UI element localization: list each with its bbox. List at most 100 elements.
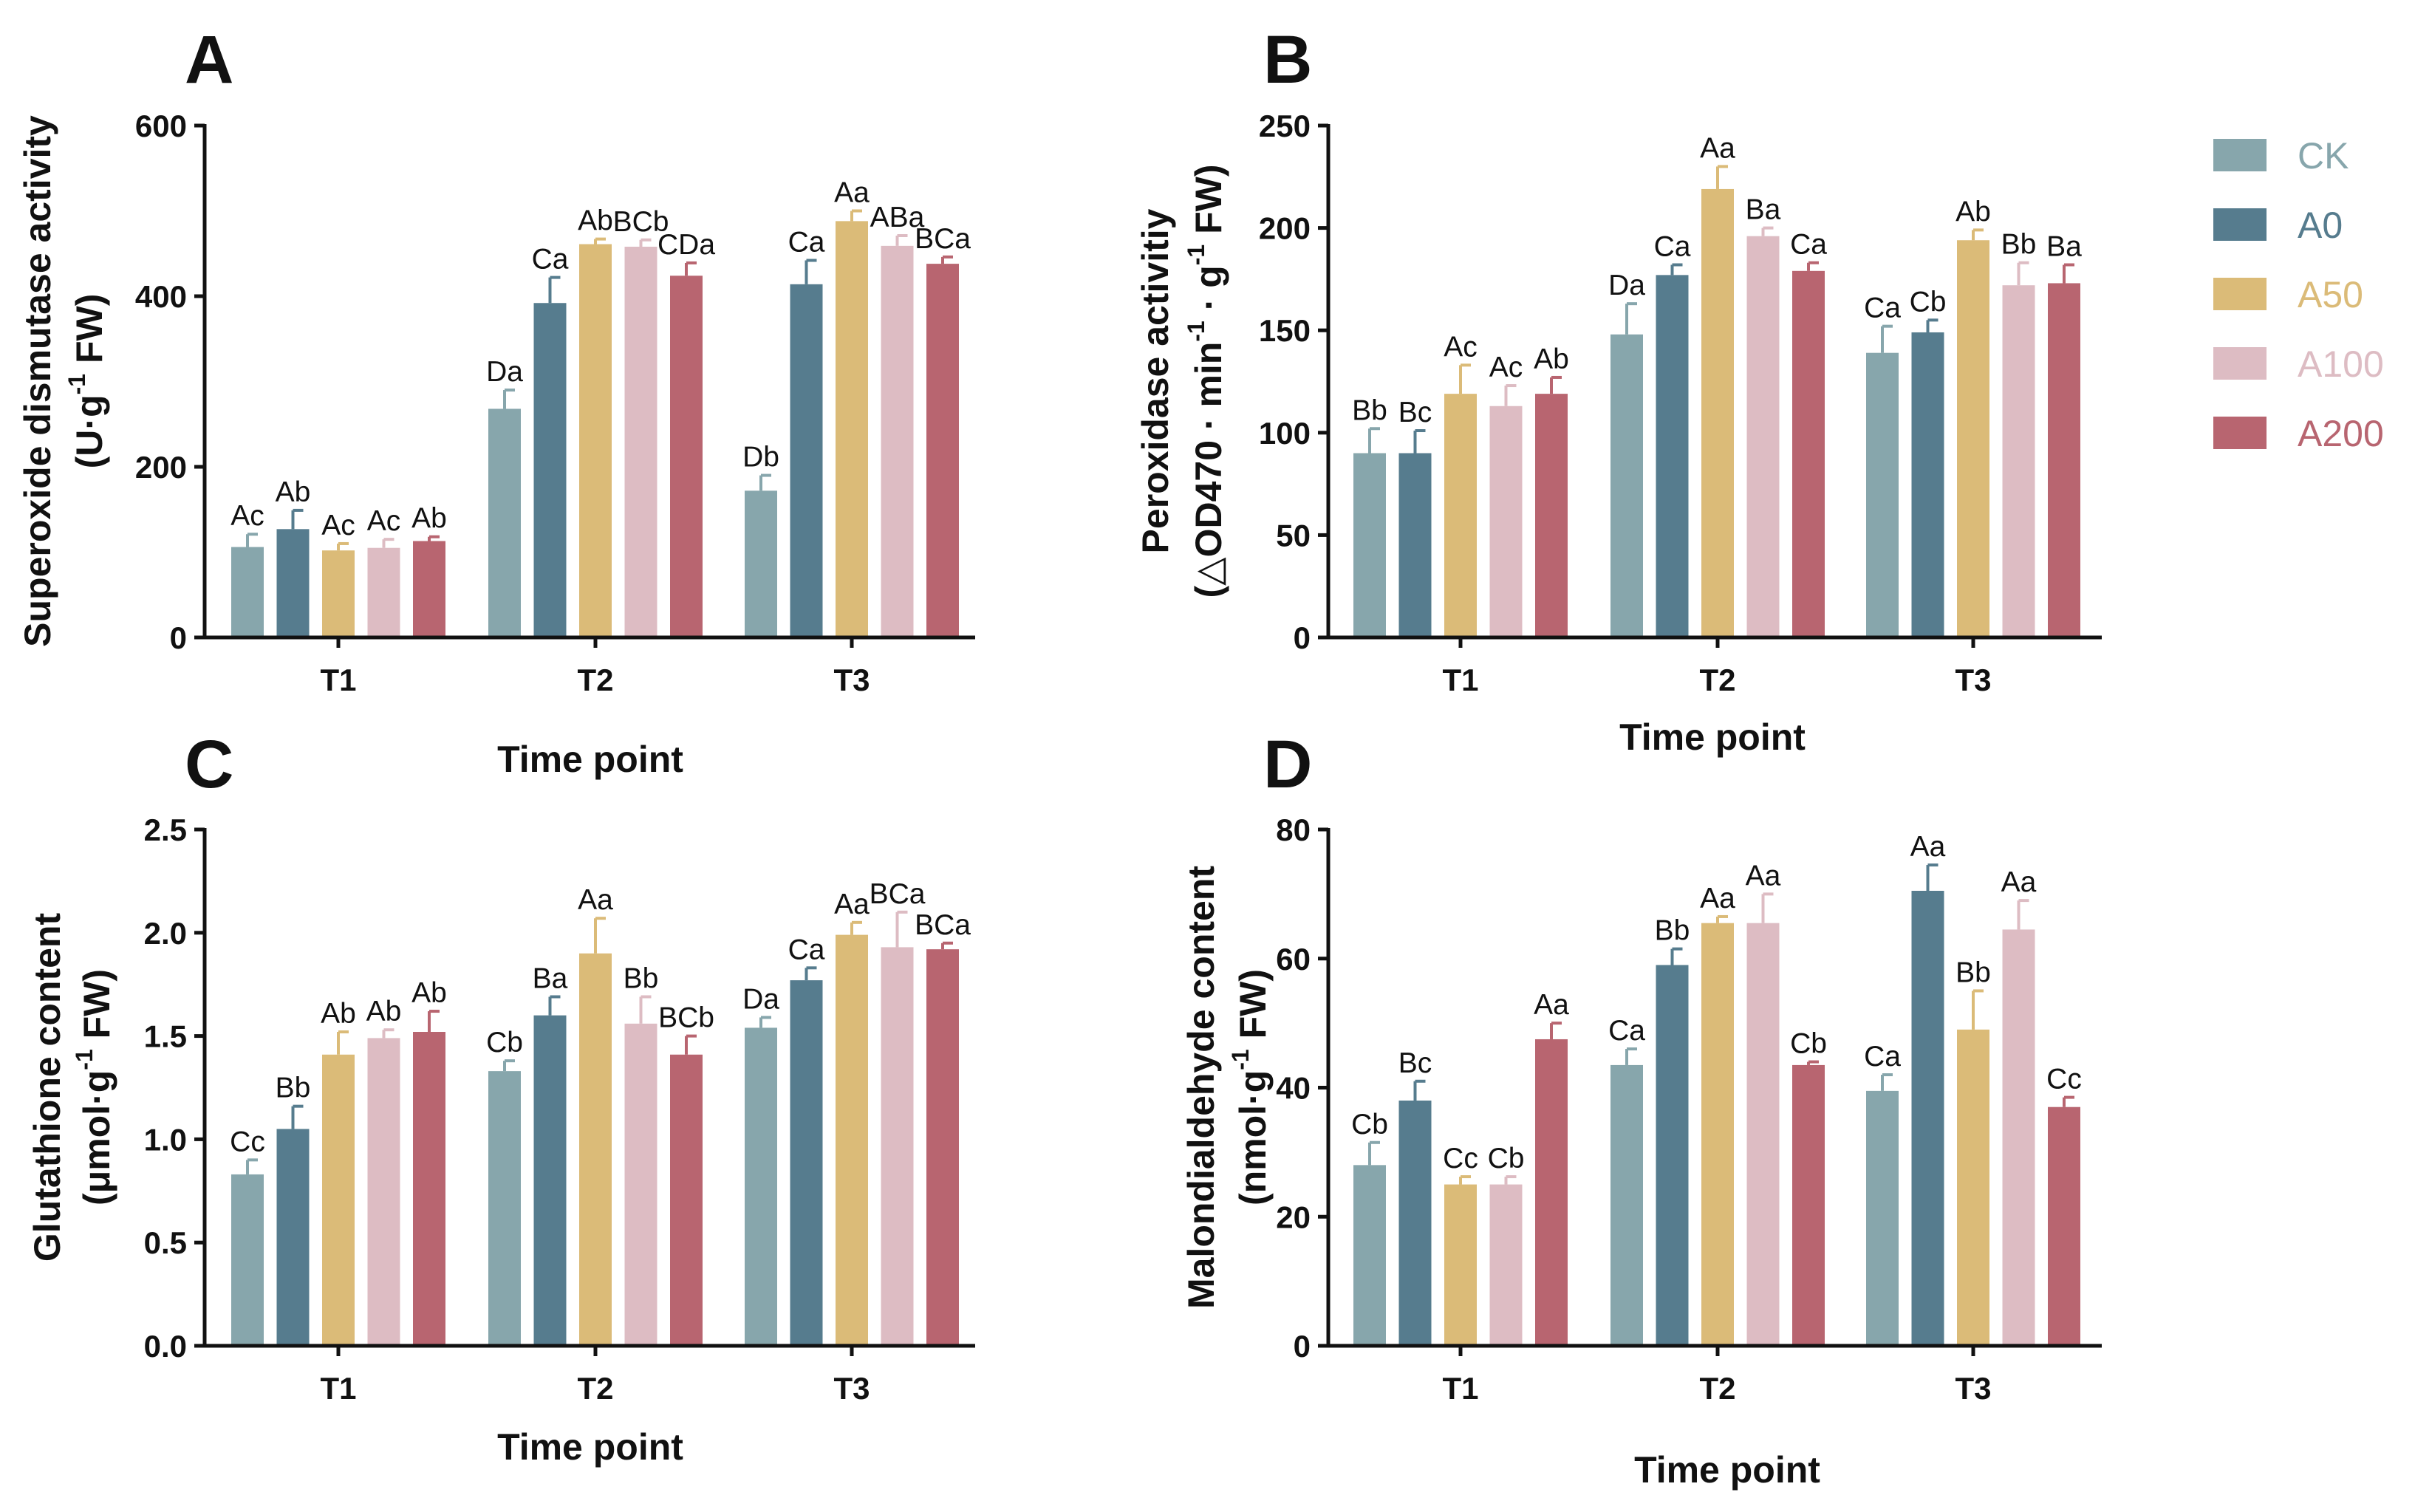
bar-a50-t3: [836, 934, 868, 1346]
x-axis-title: Time point: [497, 739, 683, 780]
x-tick-label: T2: [1699, 663, 1735, 697]
bar-a100-t1: [367, 547, 400, 637]
x-tick-label: T1: [320, 663, 356, 697]
bar-ck-t1: [1353, 1165, 1386, 1346]
y-tick-label: 0: [1294, 1329, 1311, 1364]
significance-label: Bc: [1398, 1047, 1432, 1079]
bar-a0-t3: [1911, 332, 1944, 637]
significance-label: Aa: [1700, 883, 1735, 914]
significance-label: BCa: [915, 223, 971, 255]
significance-label: Cb: [1488, 1143, 1525, 1174]
y-axis-title: Superoxide dismutase activity: [17, 115, 58, 647]
panel-letter: B: [1263, 22, 1312, 98]
significance-label: Bb: [1352, 394, 1387, 426]
bar-a100-t2: [1746, 923, 1780, 1346]
bar-a100-t1: [1489, 1184, 1523, 1346]
y-tick-label: 50: [1276, 518, 1311, 553]
y-tick-label: 40: [1276, 1071, 1311, 1106]
significance-label: CDa: [657, 229, 715, 261]
x-tick-label: T1: [1442, 663, 1478, 697]
significance-label: Ca: [1654, 230, 1691, 262]
significance-label: Aa: [1700, 132, 1735, 164]
significance-label: Ca: [1864, 293, 1901, 324]
x-axis-title: Time point: [1634, 1449, 1820, 1491]
bar-a50-t2: [579, 244, 612, 637]
significance-label: Ca: [532, 244, 569, 276]
bar-a100-t3: [2002, 929, 2035, 1346]
bar-a50-t2: [579, 953, 612, 1346]
y-tick-label: 250: [1259, 109, 1311, 143]
x-tick-label: T3: [1955, 663, 1991, 697]
bar-a200-t2: [670, 1054, 703, 1346]
bar-ck-t2: [1610, 1064, 1643, 1346]
significance-label: Cb: [1910, 286, 1947, 318]
bar-a50-t1: [1444, 394, 1477, 637]
significance-label: Ab: [578, 205, 613, 237]
legend-label-a200: A200: [2298, 413, 2384, 454]
bar-ck-t2: [1610, 334, 1643, 637]
bar-ck-t2: [488, 408, 521, 637]
significance-label: Bb: [2001, 229, 2037, 261]
significance-label: Cb: [486, 1027, 523, 1058]
significance-label: Db: [742, 442, 779, 473]
legend-swatch-a50: [2213, 278, 2267, 310]
significance-label: Aa: [2001, 866, 2037, 898]
significance-label: Cc: [1443, 1143, 1478, 1174]
bar-a100-t3: [881, 245, 914, 638]
bar-ck-t2: [488, 1071, 521, 1346]
legend-swatch-a100: [2213, 347, 2267, 380]
bar-a200-t3: [926, 949, 959, 1346]
significance-label: Ac: [230, 500, 264, 532]
significance-label: Cc: [230, 1126, 265, 1157]
significance-label: Bb: [1955, 957, 1991, 988]
x-tick-label: T3: [1955, 1371, 1991, 1406]
bar-a200-t2: [1792, 270, 1825, 637]
significance-label: Ab: [411, 503, 447, 535]
bar-a200-t1: [1535, 1039, 1568, 1346]
significance-label: Ac: [367, 505, 401, 537]
panel-letter: D: [1263, 727, 1312, 802]
significance-label: Bb: [1655, 915, 1690, 947]
significance-label: Aa: [578, 884, 613, 916]
significance-label: Cc: [2046, 1064, 2082, 1095]
panel-letter: C: [185, 727, 233, 802]
significance-label: ABa: [870, 202, 925, 233]
y-tick-label: 0: [170, 620, 187, 655]
significance-label: Bb: [624, 962, 659, 994]
significance-label: Bc: [1398, 397, 1432, 428]
x-tick-label: T3: [833, 1371, 870, 1406]
legend-label-ck: CK: [2298, 135, 2349, 177]
y-tick-label: 0: [1294, 620, 1311, 655]
y-tick-label: 80: [1276, 813, 1311, 847]
bar-a50-t2: [1701, 188, 1734, 637]
significance-label: Ca: [788, 934, 825, 965]
significance-label: Ca: [1864, 1041, 1901, 1073]
significance-label: Da: [742, 983, 779, 1015]
bar-a100-t2: [1746, 236, 1780, 637]
significance-label: Cb: [1790, 1028, 1827, 1060]
legend-swatch-a0: [2213, 208, 2267, 241]
y-axis-title: Malondialdehyde content: [1181, 866, 1222, 1309]
significance-label: Aa: [1910, 831, 1946, 863]
legend-label-a100: A100: [2298, 343, 2384, 385]
significance-label: Ba: [2046, 230, 2082, 262]
bar-a100-t3: [2002, 285, 2035, 637]
y-tick-label: 1.0: [144, 1122, 187, 1157]
bar-a0-t2: [533, 303, 567, 637]
bar-ck-t1: [1353, 453, 1386, 637]
bar-a0-t2: [1656, 275, 1689, 637]
bar-a0-t1: [276, 1129, 310, 1346]
significance-label: Ac: [1444, 331, 1478, 363]
panel-b: B Bb Da Ca Bc Ca Cb Ac Aa Ab Ac Ba Bb Ab Ca Ba 0 50 100 150…: [1135, 22, 2102, 758]
significance-label: Aa: [1534, 989, 1569, 1021]
legend-swatch-a200: [2213, 417, 2267, 449]
significance-label: Da: [1608, 270, 1645, 301]
y-axis-unit: (U·g-1 FW): [64, 294, 110, 469]
y-tick-label: 200: [135, 450, 187, 485]
significance-label: BCa: [915, 909, 971, 941]
significance-label: Ca: [788, 226, 825, 258]
y-tick-label: 400: [135, 279, 187, 314]
bar-a200-t3: [926, 264, 959, 637]
bar-a100-t2: [624, 247, 657, 637]
